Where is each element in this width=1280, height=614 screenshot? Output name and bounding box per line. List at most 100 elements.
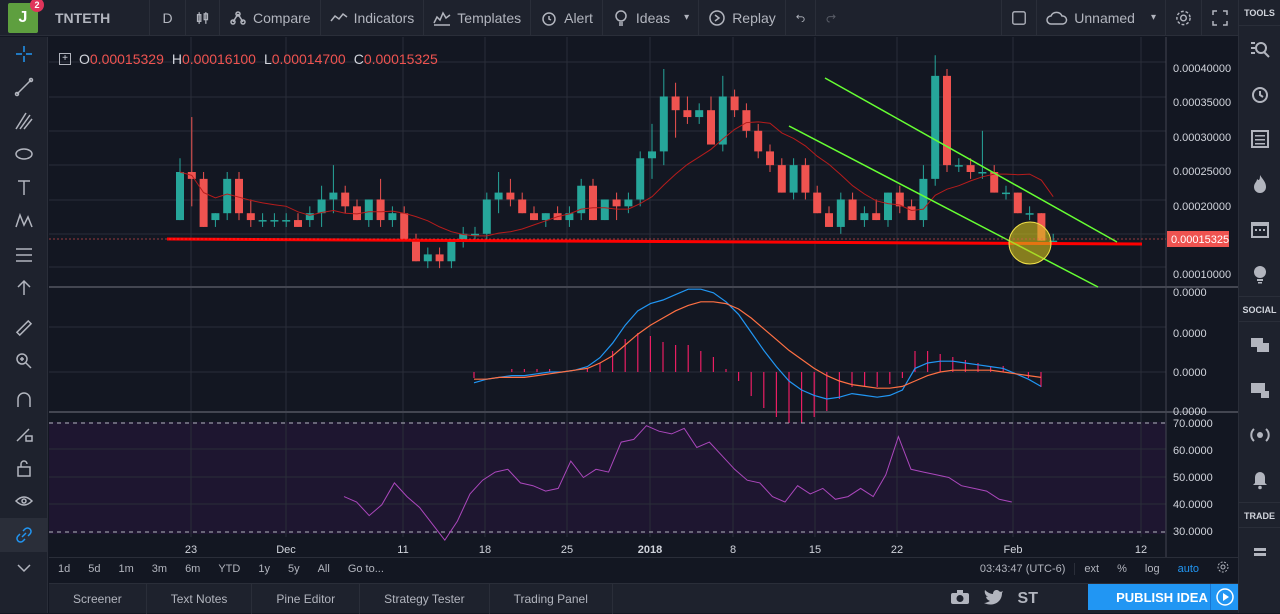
- templates-button[interactable]: Templates: [424, 0, 532, 36]
- replay-button[interactable]: Replay: [699, 0, 786, 36]
- stocktwits-share-button[interactable]: ST: [1017, 589, 1038, 607]
- range-button-6m[interactable]: 6m: [185, 562, 201, 575]
- support-line[interactable]: [166, 237, 1143, 246]
- scale-settings-button[interactable]: [1208, 561, 1238, 576]
- replay-icon: [709, 9, 725, 26]
- arrow-tool[interactable]: [0, 272, 48, 306]
- crosshair-tool[interactable]: [0, 37, 48, 71]
- calendar-button[interactable]: [1239, 206, 1280, 251]
- candle-body: [1049, 240, 1058, 243]
- fullscreen-button[interactable]: [1202, 0, 1238, 36]
- lock-icon: [17, 460, 31, 477]
- candle-body: [423, 254, 432, 262]
- fullscreen-frame-button[interactable]: [1001, 0, 1038, 36]
- chats-button[interactable]: [1239, 322, 1280, 367]
- tab-pine-editor[interactable]: Pine Editor: [252, 583, 361, 614]
- range-button-1y[interactable]: 1y: [258, 562, 270, 575]
- candle-body: [294, 220, 302, 227]
- ideas-button[interactable]: Ideas ▾: [603, 0, 700, 36]
- prediction-tool[interactable]: [0, 238, 48, 272]
- macd-axis-label: 0.0000: [1173, 328, 1207, 340]
- macd-axis-label: 0.0000: [1173, 406, 1207, 418]
- tab-trading-panel[interactable]: Trading Panel: [490, 583, 613, 614]
- trend-line-tool[interactable]: [0, 71, 48, 105]
- ext-toggle[interactable]: ext: [1074, 562, 1108, 575]
- high-value: 0.00016100: [181, 51, 256, 67]
- indicators-label: Indicators: [353, 9, 415, 26]
- tab-screener[interactable]: Screener: [49, 583, 147, 614]
- alert-button[interactable]: Alert: [531, 0, 603, 36]
- user-avatar[interactable]: J 2: [8, 0, 44, 33]
- zoom-tool[interactable]: [0, 345, 48, 379]
- price-axis-label: 0.00010000: [1173, 269, 1231, 281]
- redo-button[interactable]: [816, 0, 846, 36]
- data-window-button[interactable]: [1239, 116, 1280, 161]
- hide-drawings-tool[interactable]: [0, 485, 48, 519]
- twitter-share-button[interactable]: [983, 589, 1004, 608]
- candle-body: [907, 206, 916, 221]
- range-button-5d[interactable]: 5d: [88, 562, 101, 575]
- stay-drawing-tool[interactable]: [0, 418, 48, 452]
- undo-button[interactable]: [786, 0, 816, 36]
- crosshair-icon: [16, 45, 32, 62]
- range-button-5y[interactable]: 5y: [287, 562, 300, 575]
- tab-strategy-tester[interactable]: Strategy Tester: [360, 583, 490, 614]
- auto-toggle[interactable]: auto: [1177, 562, 1199, 575]
- trend-line-icon: [14, 78, 34, 97]
- watchlist-button[interactable]: [1239, 26, 1280, 71]
- ohlc-legend: + O0.00015329 H0.00016100 L0.00014700 C0…: [59, 51, 438, 67]
- tab-text-notes[interactable]: Text Notes: [147, 583, 253, 614]
- ideas-stream-button[interactable]: [1239, 251, 1280, 296]
- range-button-all[interactable]: All: [317, 562, 330, 575]
- channel-upper-line[interactable]: [824, 77, 1118, 243]
- legend-toggle-icon[interactable]: +: [59, 53, 71, 65]
- range-button-3m[interactable]: 3m: [151, 562, 168, 575]
- candle-body: [919, 178, 928, 221]
- range-button-ytd[interactable]: YTD: [218, 562, 241, 575]
- price-chart-svg[interactable]: 0.00040000 0.00035000 0.00030000 0.00025000…: [49, 37, 1238, 557]
- ruler-icon: [15, 319, 33, 336]
- undo-icon: [795, 14, 805, 22]
- social-section-label: SOCIAL: [1239, 296, 1280, 322]
- time-axis-label: 2018: [638, 544, 662, 556]
- compare-button[interactable]: Compare: [220, 0, 321, 36]
- highlight-circle[interactable]: [1008, 221, 1052, 265]
- chart-pane[interactable]: + O0.00015329 H0.00016100 L0.00014700 C0…: [49, 37, 1238, 582]
- private-chats-button[interactable]: [1239, 367, 1280, 412]
- settings-button[interactable]: [1166, 0, 1202, 36]
- channel-lower-line[interactable]: [788, 125, 1099, 288]
- measure-tool[interactable]: [0, 311, 48, 345]
- chat-lock-icon: [1250, 382, 1269, 398]
- sync-drawings-tool[interactable]: [0, 518, 48, 552]
- interval-selector[interactable]: D: [150, 0, 186, 36]
- candle-body: [683, 110, 692, 118]
- alerts-panel-button[interactable]: [1239, 71, 1280, 116]
- lock-drawings-tool[interactable]: [0, 451, 48, 485]
- pattern-tool[interactable]: [0, 205, 48, 239]
- hotlists-button[interactable]: [1239, 161, 1280, 206]
- symbol-search[interactable]: TNTETH: [46, 0, 150, 36]
- notifications-button[interactable]: [1239, 457, 1280, 502]
- indicators-button[interactable]: Indicators: [321, 0, 425, 36]
- range-button-1d[interactable]: 1d: [58, 562, 71, 575]
- shapes-tool[interactable]: [0, 138, 48, 172]
- streams-button[interactable]: [1239, 412, 1280, 457]
- chart-type-button[interactable]: [186, 0, 220, 36]
- rsi-axis-label: 40.0000: [1173, 499, 1213, 511]
- candle-body: [329, 192, 338, 200]
- pitchfork-tool[interactable]: [0, 104, 48, 138]
- range-button-1m[interactable]: 1m: [118, 562, 134, 575]
- publish-options-button[interactable]: [1210, 584, 1238, 610]
- layout-save-button[interactable]: Unnamed ▾: [1037, 0, 1166, 36]
- log-toggle[interactable]: log: [1144, 562, 1160, 575]
- candle-body: [872, 213, 881, 221]
- candle-body: [530, 213, 538, 221]
- magnet-tool[interactable]: [0, 384, 48, 418]
- candle-body: [612, 199, 621, 207]
- percent-toggle[interactable]: %: [1117, 562, 1127, 575]
- trading-panel-button[interactable]: [1239, 528, 1280, 573]
- text-tool[interactable]: [0, 171, 48, 205]
- goto-button[interactable]: Go to...: [347, 562, 384, 575]
- collapse-toolbar[interactable]: [0, 552, 48, 586]
- snapshot-button[interactable]: [950, 589, 970, 608]
